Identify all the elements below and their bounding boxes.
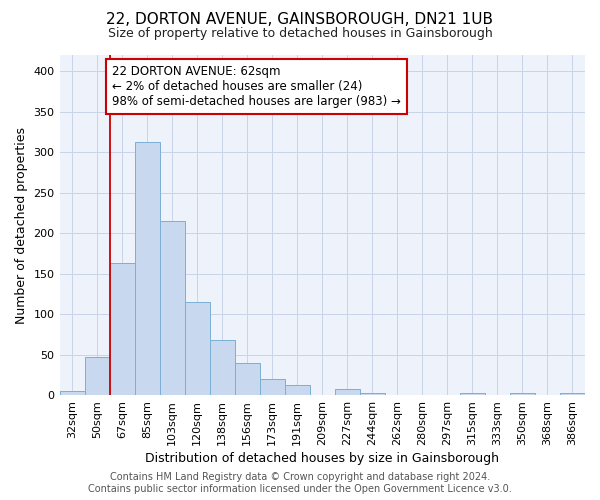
Bar	[460, 392, 485, 395]
Text: Size of property relative to detached houses in Gainsborough: Size of property relative to detached ho…	[107, 28, 493, 40]
Bar	[134, 142, 160, 395]
Y-axis label: Number of detached properties: Number of detached properties	[15, 126, 28, 324]
Bar	[560, 392, 585, 395]
Bar	[510, 392, 535, 395]
Bar	[160, 221, 185, 395]
Bar	[110, 263, 134, 395]
Text: Contains HM Land Registry data © Crown copyright and database right 2024.
Contai: Contains HM Land Registry data © Crown c…	[88, 472, 512, 494]
Bar	[209, 340, 235, 395]
Bar	[59, 391, 85, 395]
Bar	[335, 390, 360, 395]
Bar	[360, 392, 385, 395]
Bar	[260, 379, 285, 395]
Bar	[185, 302, 209, 395]
Bar	[285, 384, 310, 395]
Bar	[235, 364, 260, 395]
Text: 22 DORTON AVENUE: 62sqm
← 2% of detached houses are smaller (24)
98% of semi-det: 22 DORTON AVENUE: 62sqm ← 2% of detached…	[112, 64, 401, 108]
X-axis label: Distribution of detached houses by size in Gainsborough: Distribution of detached houses by size …	[145, 452, 499, 465]
Bar	[85, 357, 110, 395]
Text: 22, DORTON AVENUE, GAINSBOROUGH, DN21 1UB: 22, DORTON AVENUE, GAINSBOROUGH, DN21 1U…	[107, 12, 493, 28]
